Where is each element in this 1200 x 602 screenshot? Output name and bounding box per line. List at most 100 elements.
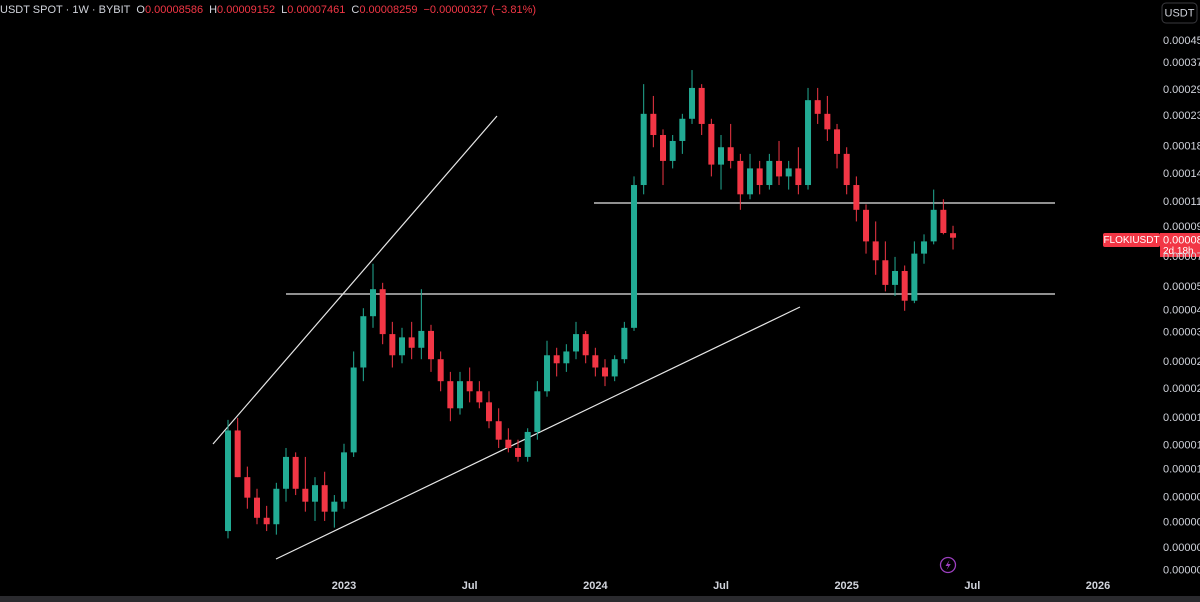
candle-body — [389, 334, 396, 356]
candle-body — [350, 367, 357, 453]
ohlc-key: C — [351, 4, 360, 16]
candle-body — [418, 330, 425, 348]
candle-body — [766, 160, 773, 186]
y-tick-label: 0.00007 — [1163, 251, 1200, 263]
trend-line — [275, 306, 801, 560]
candle-body — [544, 355, 551, 392]
y-tick-label: 0.00009 — [1163, 221, 1200, 233]
candle-body — [930, 209, 937, 242]
candle-body — [679, 118, 686, 141]
y-tick-label: 0.00000 — [1163, 516, 1200, 528]
candle-body — [756, 168, 763, 186]
candle-body — [901, 270, 908, 301]
candle-body — [486, 402, 493, 422]
candle-body — [718, 147, 725, 165]
candle-body — [795, 168, 802, 186]
candle-body — [379, 289, 386, 335]
x-tick-label: Jul — [462, 580, 478, 592]
candle-body — [950, 233, 957, 238]
candle-body — [669, 140, 676, 161]
candle-body — [727, 147, 734, 161]
candle-body — [457, 381, 464, 409]
ohlc-key: H — [209, 4, 218, 16]
candle-body — [466, 381, 473, 392]
symbol-tag-label: FLOKIUSDT — [1103, 235, 1159, 246]
candle-body — [534, 391, 541, 432]
ohlc-value: 0.00008586 — [144, 4, 204, 16]
y-tick-label: 0.00005 — [1163, 281, 1200, 293]
x-tick-label: 2025 — [834, 580, 858, 592]
candle-body — [911, 253, 918, 301]
candle-body — [834, 129, 841, 154]
candle-body — [447, 381, 454, 409]
y-tick-label: 0.00004 — [1163, 305, 1200, 317]
candle-body — [563, 351, 570, 364]
symbol-info: USDT SPOT · 1W · BYBIT — [0, 4, 131, 16]
candle-body — [244, 477, 251, 498]
candle-body — [225, 430, 231, 532]
y-tick-label: 0.00000 — [1163, 492, 1200, 504]
x-tick-label: 2026 — [1086, 580, 1110, 592]
y-tick-label: 0.00000 — [1163, 542, 1200, 554]
candle-body — [689, 87, 696, 119]
candle-body — [495, 421, 502, 440]
candle-body — [824, 113, 831, 130]
candle-body — [341, 452, 348, 502]
candle-body — [602, 367, 609, 377]
candle-body — [370, 289, 377, 317]
candle-body — [631, 185, 638, 328]
candle-body — [737, 160, 744, 195]
ohlc-key: O — [136, 4, 145, 16]
candle-body — [437, 359, 444, 382]
candle-body — [611, 359, 618, 377]
candle-body — [505, 439, 512, 448]
candle-body — [650, 113, 657, 136]
candle-body — [785, 168, 792, 177]
candle-body — [582, 334, 589, 356]
y-tick-label: 0.00037 — [1163, 57, 1200, 69]
candle-body — [524, 431, 531, 457]
candle-body — [776, 160, 783, 177]
x-tick-label: 2024 — [583, 580, 608, 592]
y-tick-label: 0.00002 — [1163, 383, 1200, 395]
candle-body — [863, 209, 870, 242]
change-value: −0.00000327 (−3.81%) — [423, 4, 537, 16]
y-tick-label: 0.00011 — [1163, 196, 1200, 208]
currency-button[interactable]: USDT — [1161, 2, 1198, 24]
trend-line — [212, 115, 498, 445]
x-tick-label: Jul — [713, 580, 729, 592]
candle-body — [882, 260, 889, 285]
candle-body — [592, 355, 599, 368]
y-tick-label: 0.00002 — [1163, 356, 1200, 368]
bottom-strip — [0, 596, 1200, 602]
candle-body — [805, 100, 812, 186]
symbol-tag — [1103, 233, 1160, 247]
y-tick-label: 0.00001 — [1163, 412, 1200, 424]
y-tick-label: 0.00003 — [1163, 326, 1200, 338]
candle-body — [921, 241, 928, 254]
y-tick-label: 0.00029 — [1163, 84, 1200, 96]
y-tick-label: 0.00001 — [1163, 464, 1200, 476]
candle-body — [331, 501, 338, 512]
candle-body — [273, 488, 280, 525]
candle-body — [708, 123, 715, 165]
candle-body — [360, 316, 367, 368]
candle-body — [940, 209, 947, 233]
replay-button[interactable] — [939, 556, 957, 574]
candle-body — [872, 241, 879, 261]
y-tick-label: 0.00045 — [1163, 35, 1200, 47]
candle-body — [302, 488, 309, 502]
candle-body — [698, 87, 705, 124]
countdown-label: 2d 18h — [1163, 246, 1194, 257]
y-tick-label: 0.00001 — [1163, 439, 1200, 451]
candle-body — [292, 456, 299, 489]
candle-body — [408, 337, 415, 348]
y-tick-label: 0.00000 — [1163, 564, 1200, 576]
candle-body — [263, 517, 270, 525]
candle-body — [853, 185, 860, 210]
candle-body — [234, 430, 241, 478]
y-tick-label: 0.00023 — [1163, 110, 1200, 122]
price-tag-label: 0.00008 — [1163, 234, 1200, 246]
